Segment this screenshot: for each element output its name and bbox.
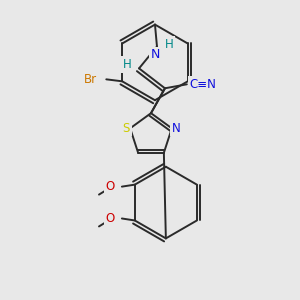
Text: H: H bbox=[123, 58, 131, 71]
Text: O: O bbox=[106, 180, 115, 193]
Text: N: N bbox=[150, 49, 160, 62]
Text: C≡N: C≡N bbox=[189, 78, 216, 91]
Text: S: S bbox=[122, 122, 130, 135]
Text: Br: Br bbox=[84, 73, 97, 86]
Text: H: H bbox=[164, 38, 173, 51]
Text: O: O bbox=[106, 212, 115, 225]
Text: N: N bbox=[171, 122, 180, 135]
